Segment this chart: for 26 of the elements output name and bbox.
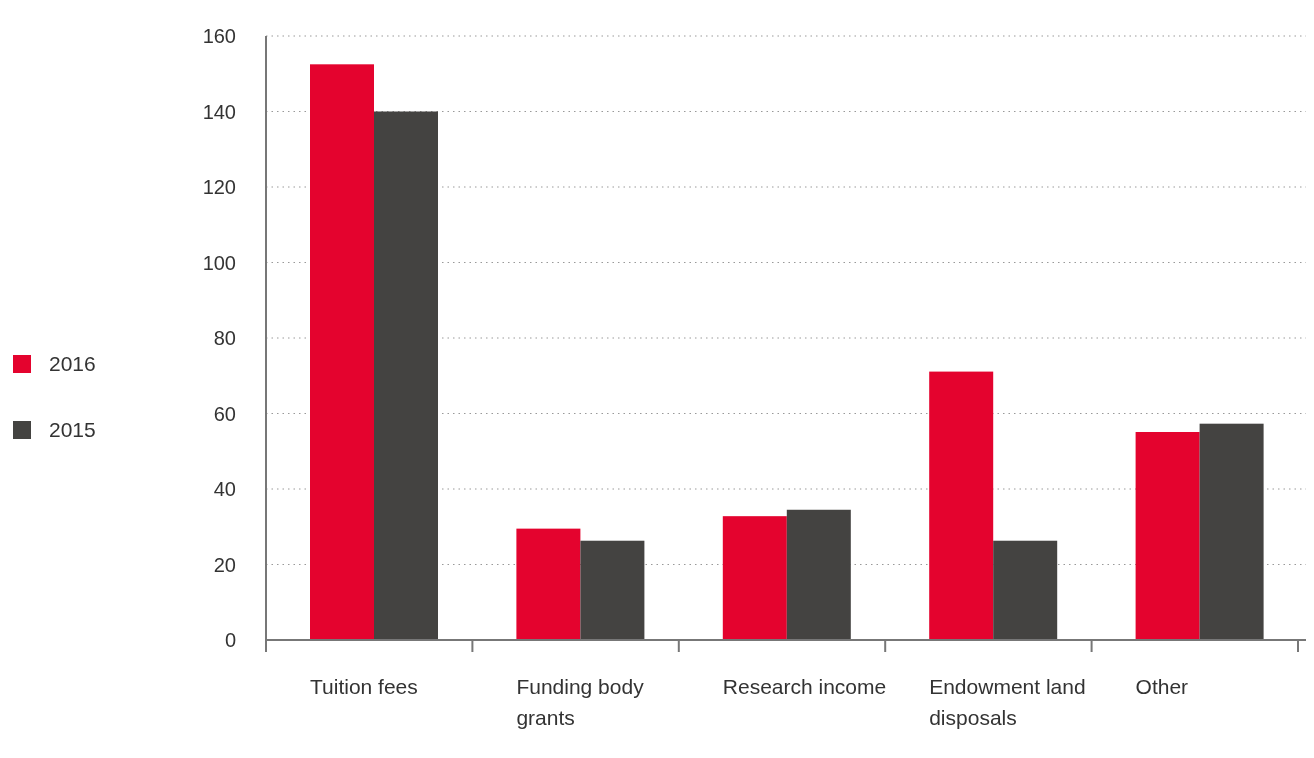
x-tick-label: Research income (722, 675, 887, 698)
bar (786, 509, 851, 640)
bar (929, 371, 994, 640)
y-tick-label: 0 (224, 629, 236, 651)
x-tick-label: Other (1135, 675, 1189, 698)
y-tick-label: 20 (213, 553, 236, 576)
y-tick-label: 120 (202, 176, 236, 198)
bar (374, 111, 438, 640)
y-tick-label: 60 (213, 402, 236, 425)
bar (580, 540, 645, 640)
y-tick-label: 80 (213, 327, 236, 349)
y-tick-label: 140 (202, 100, 236, 123)
legend-label: 2016 (49, 352, 96, 376)
bar (310, 64, 374, 640)
bar (993, 540, 1058, 640)
bar (1199, 423, 1264, 640)
bar (722, 516, 787, 640)
x-tick-label: Funding body grants (516, 675, 645, 729)
legend-label: 2015 (49, 418, 96, 442)
bar (1135, 432, 1200, 640)
x-tick-label: Tuition fees (310, 675, 418, 698)
y-tick-label: 160 (202, 25, 236, 47)
bar (516, 528, 581, 640)
y-tick-label: 100 (202, 251, 236, 274)
y-tick-label: 40 (213, 478, 236, 500)
x-tick-label: Endowment land disposals (929, 675, 1086, 729)
